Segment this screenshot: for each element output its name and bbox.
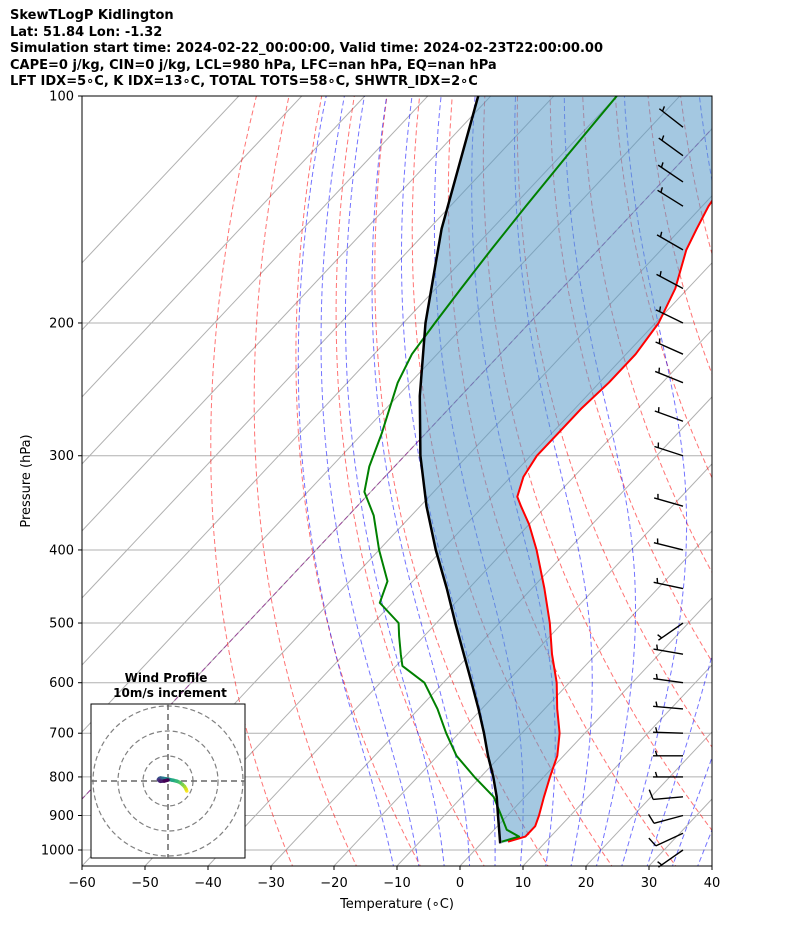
isotherm-line — [82, 96, 492, 532]
x-tick-label: 30 — [641, 876, 658, 891]
y-axis-label: Pressure (hPa) — [19, 434, 34, 527]
wind-barb — [658, 135, 684, 157]
x-tick-label: 20 — [578, 876, 595, 891]
wind-barb — [658, 106, 684, 128]
y-tick-label: 300 — [49, 449, 74, 464]
moist-adiabat — [297, 96, 395, 866]
y-tick-label: 1000 — [41, 844, 74, 859]
isotherm-line — [522, 664, 712, 866]
parcel-line — [418, 96, 502, 844]
title-block: SkewTLogP Kidlington Lat: 51.84 Lon: -1.… — [10, 8, 603, 91]
inset-title: Wind Profile — [125, 671, 208, 685]
wind-barb — [655, 338, 684, 355]
x-tick-label: −60 — [68, 876, 95, 891]
dry-adiabat — [482, 96, 712, 832]
dewpoint-line — [363, 96, 618, 843]
isotherm-line — [207, 329, 712, 866]
wind-barb — [654, 367, 684, 384]
series-layer — [363, 96, 712, 844]
wind-barb — [655, 306, 684, 324]
dry-adiabat — [746, 96, 794, 869]
wind-barb — [653, 701, 684, 710]
x-tick-label: −40 — [194, 876, 221, 891]
wind-barb — [652, 727, 684, 734]
dry-adiabat — [447, 96, 677, 866]
isotherm-line — [585, 731, 712, 866]
wind-barb — [653, 771, 683, 778]
wind-barb — [657, 849, 684, 868]
isotherm-line — [459, 597, 712, 866]
wind-barb — [654, 442, 684, 457]
wind-barb — [653, 577, 684, 590]
moist-adiabat — [345, 96, 445, 866]
dry-adiabat — [210, 96, 294, 866]
x-tick-label: 0 — [456, 876, 464, 891]
y-tick-label: 900 — [49, 809, 74, 824]
wind-barb — [653, 750, 683, 757]
wind-barb — [653, 493, 684, 507]
y-tick-label: 700 — [49, 727, 74, 742]
dry-adiabat — [779, 96, 794, 869]
isotherm-line — [82, 96, 366, 398]
moist-adiabat — [621, 96, 688, 866]
x-tick-label: 10 — [515, 876, 532, 891]
inset-subtitle: 10m/s increment — [113, 686, 227, 700]
y-tick-label: 800 — [49, 770, 74, 785]
hodograph-segment — [162, 778, 170, 783]
dry-adiabat — [335, 96, 485, 866]
isotherm-line — [82, 96, 303, 331]
wind-barb — [653, 538, 684, 551]
dry-adiabat — [713, 96, 794, 869]
cin-fill-area — [419, 96, 712, 844]
y-axis: 100 200 300 400 500 600 700 800 900 1000 — [41, 90, 82, 859]
moist-adiabat — [671, 756, 712, 866]
moist-adiabat — [320, 96, 420, 866]
wind-barb — [647, 814, 684, 824]
dry-adiabat — [614, 96, 712, 479]
moist-adiabat — [371, 96, 471, 866]
x-axis: −60 −50 −40 −30 −20 −10 0 10 20 30 40 — [68, 866, 720, 891]
wind-barb — [657, 162, 684, 183]
moist-adiabat — [646, 96, 712, 866]
x-tick-label: −10 — [383, 876, 410, 891]
y-tick-label: 400 — [49, 543, 74, 558]
isotherm-line — [270, 396, 712, 866]
dry-adiabat — [549, 96, 712, 663]
cape-fill-layer — [419, 96, 712, 844]
wind-barb — [654, 407, 684, 422]
isotherm-line — [82, 96, 240, 264]
x-tick-label: −50 — [131, 876, 158, 891]
wind-barb-layer — [647, 106, 684, 868]
y-tick-label: 200 — [49, 316, 74, 331]
y-tick-label: 500 — [49, 617, 74, 632]
stability-line: CAPE=0 j/kg, CIN=0 j/kg, LCL=980 hPa, LF… — [10, 57, 497, 73]
moist-adiabat — [563, 96, 636, 866]
chart-title: SkewTLogP Kidlington — [10, 8, 174, 23]
isotherm-line — [82, 96, 429, 465]
time-line: Simulation start time: 2024-02-22_00:00:… — [10, 41, 603, 56]
y-tick-label: 600 — [49, 676, 74, 691]
x-tick-label: −20 — [320, 876, 347, 891]
wind-barb — [656, 271, 684, 290]
wind-barb — [648, 789, 684, 801]
hodograph-ring — [117, 730, 219, 832]
x-axis-label: Temperature (∘C) — [339, 897, 454, 912]
y-tick-label: 100 — [49, 90, 74, 105]
wind-barb — [653, 644, 684, 655]
wind-barb — [656, 231, 684, 251]
wind-barb — [653, 673, 684, 684]
x-tick-label: −30 — [257, 876, 284, 891]
x-tick-label: 40 — [704, 876, 721, 891]
temperature-line — [507, 199, 712, 843]
index-line: LFT IDX=5∘C, K IDX=13∘C, TOTAL TOTS=58∘C… — [10, 74, 478, 89]
wind-barb — [657, 187, 684, 207]
wind-profile-inset: Wind Profile 10m/s increment — [90, 671, 246, 859]
wind-barb — [648, 832, 684, 847]
dry-adiabat — [253, 96, 357, 866]
dry-adiabat — [295, 96, 421, 866]
location-line: Lat: 51.84 Lon: -1.32 — [10, 24, 163, 40]
isotherm-line — [333, 463, 712, 866]
wind-barb — [657, 622, 684, 641]
